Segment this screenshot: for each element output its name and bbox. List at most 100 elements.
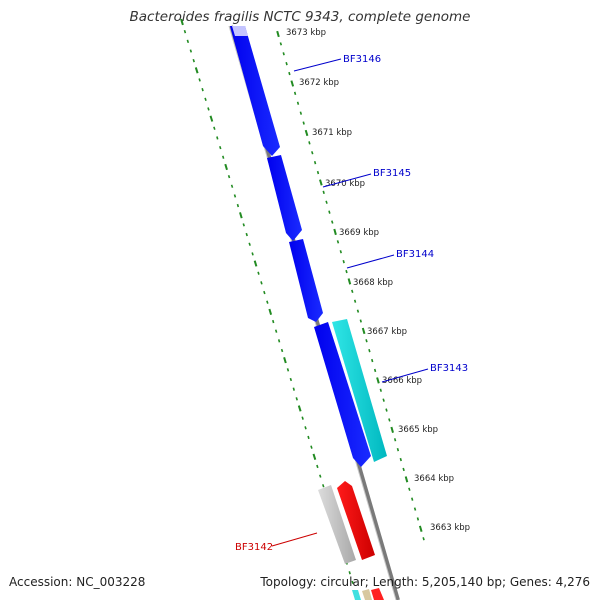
minor-tick [245, 232, 248, 237]
minor-tick [272, 319, 275, 324]
tick-label: 3669 kbp [339, 228, 379, 238]
major-tick [194, 67, 199, 74]
minor-tick [322, 190, 325, 195]
minor-tick [286, 368, 290, 372]
minor-tick [301, 416, 304, 420]
tick-label: 3668 kbp [353, 278, 393, 288]
major-tick [268, 308, 273, 315]
gene-bottom-red[interactable] [371, 588, 384, 600]
minor-tick [399, 457, 402, 462]
minor-tick [422, 537, 425, 541]
minor-tick [382, 398, 385, 402]
minor-tick [310, 445, 313, 449]
minor-tick [402, 467, 405, 472]
minor-tick [373, 368, 377, 373]
minor-tick [316, 170, 320, 175]
tick-label: 3670 kbp [325, 179, 365, 189]
gene-bf3143[interactable] [314, 322, 371, 467]
major-tick [304, 129, 309, 137]
minor-tick [201, 87, 204, 92]
minor-tick [319, 474, 322, 478]
gene-label-bf3146[interactable]: BF3146 [343, 54, 381, 65]
gene-bf3146-fade [232, 26, 248, 36]
major-tick [347, 278, 352, 285]
minor-tick [416, 517, 420, 521]
major-tick [297, 405, 302, 412]
leader-bf3145 [322, 173, 372, 188]
gene-bf3142[interactable] [337, 481, 375, 560]
minor-tick [336, 240, 340, 244]
minor-tick [316, 464, 319, 469]
minor-tick [263, 290, 266, 295]
gene-bf3144[interactable] [289, 239, 323, 322]
major-tick [290, 80, 295, 87]
minor-tick [233, 194, 237, 198]
gene-bf3146[interactable] [230, 26, 280, 156]
minor-tick [192, 58, 195, 63]
gene-label-leaders [271, 58, 429, 547]
tick-label: 3671 kbp [312, 128, 352, 138]
leader-bf3146 [293, 58, 342, 72]
major-tick [418, 525, 423, 532]
gene-label-bf3145[interactable]: BF3145 [373, 168, 411, 179]
outer-tick-track [180, 18, 357, 594]
leader-bf3142 [271, 532, 318, 547]
minor-tick [413, 507, 417, 511]
minor-tick [351, 580, 354, 585]
minor-tick [248, 242, 251, 246]
minor-tick [274, 329, 278, 333]
major-tick [253, 260, 258, 267]
leader-bf3143 [381, 368, 429, 383]
tick-label: 3664 kbp [414, 474, 454, 484]
gene-bf3142-gray[interactable] [318, 485, 356, 564]
gene-bf3143-complement[interactable] [332, 319, 387, 462]
tick-label: 3673 kbp [286, 28, 326, 38]
minor-tick [295, 397, 298, 401]
gene-bottom-tan[interactable] [362, 589, 372, 600]
minor-tick [230, 184, 234, 188]
gene-labels: BF3146 BF3145 BF3144 BF3143 BF3142 [235, 54, 468, 553]
inner-tick-track [276, 30, 425, 541]
minor-tick [368, 348, 371, 353]
minor-tick [292, 387, 295, 391]
gene-bf3145[interactable] [267, 155, 302, 241]
minor-tick [365, 339, 368, 343]
minor-tick [396, 447, 400, 452]
gene-label-bf3143[interactable]: BF3143 [430, 363, 468, 374]
major-tick [180, 18, 184, 26]
gene-bottom-cyan[interactable] [352, 590, 361, 600]
minor-tick [356, 309, 360, 313]
minor-tick [285, 61, 288, 66]
minor-tick [186, 39, 190, 44]
tick-labels: 3673 kbp 3672 kbp 3671 kbp 3670 kbp 3669… [286, 28, 470, 533]
minor-tick [280, 348, 284, 353]
minor-tick [293, 91, 297, 96]
minor-tick [296, 101, 300, 105]
minor-tick [379, 388, 382, 392]
minor-tick [288, 71, 291, 76]
minor-tick [216, 136, 219, 140]
minor-tick [236, 203, 240, 208]
minor-tick [213, 126, 216, 130]
major-tick [333, 228, 337, 236]
minor-tick [339, 250, 342, 254]
minor-tick [277, 339, 281, 343]
gene-label-bf3142[interactable]: BF3142 [235, 542, 273, 553]
minor-tick [311, 151, 314, 155]
tick-label: 3672 kbp [299, 78, 339, 88]
major-tick [209, 115, 214, 122]
map-title: Bacteroides fragilis NCTC 9343, complete… [129, 9, 471, 25]
gene-label-bf3144[interactable]: BF3144 [396, 249, 434, 260]
minor-tick [282, 52, 285, 56]
minor-tick [408, 487, 411, 491]
major-tick [283, 357, 287, 364]
minor-tick [289, 377, 293, 382]
minor-tick [342, 259, 345, 264]
minor-tick [345, 269, 348, 274]
minor-tick [348, 571, 351, 575]
major-tick [376, 377, 380, 384]
minor-tick [189, 49, 193, 53]
major-tick [276, 30, 280, 38]
major-tick [312, 453, 317, 460]
